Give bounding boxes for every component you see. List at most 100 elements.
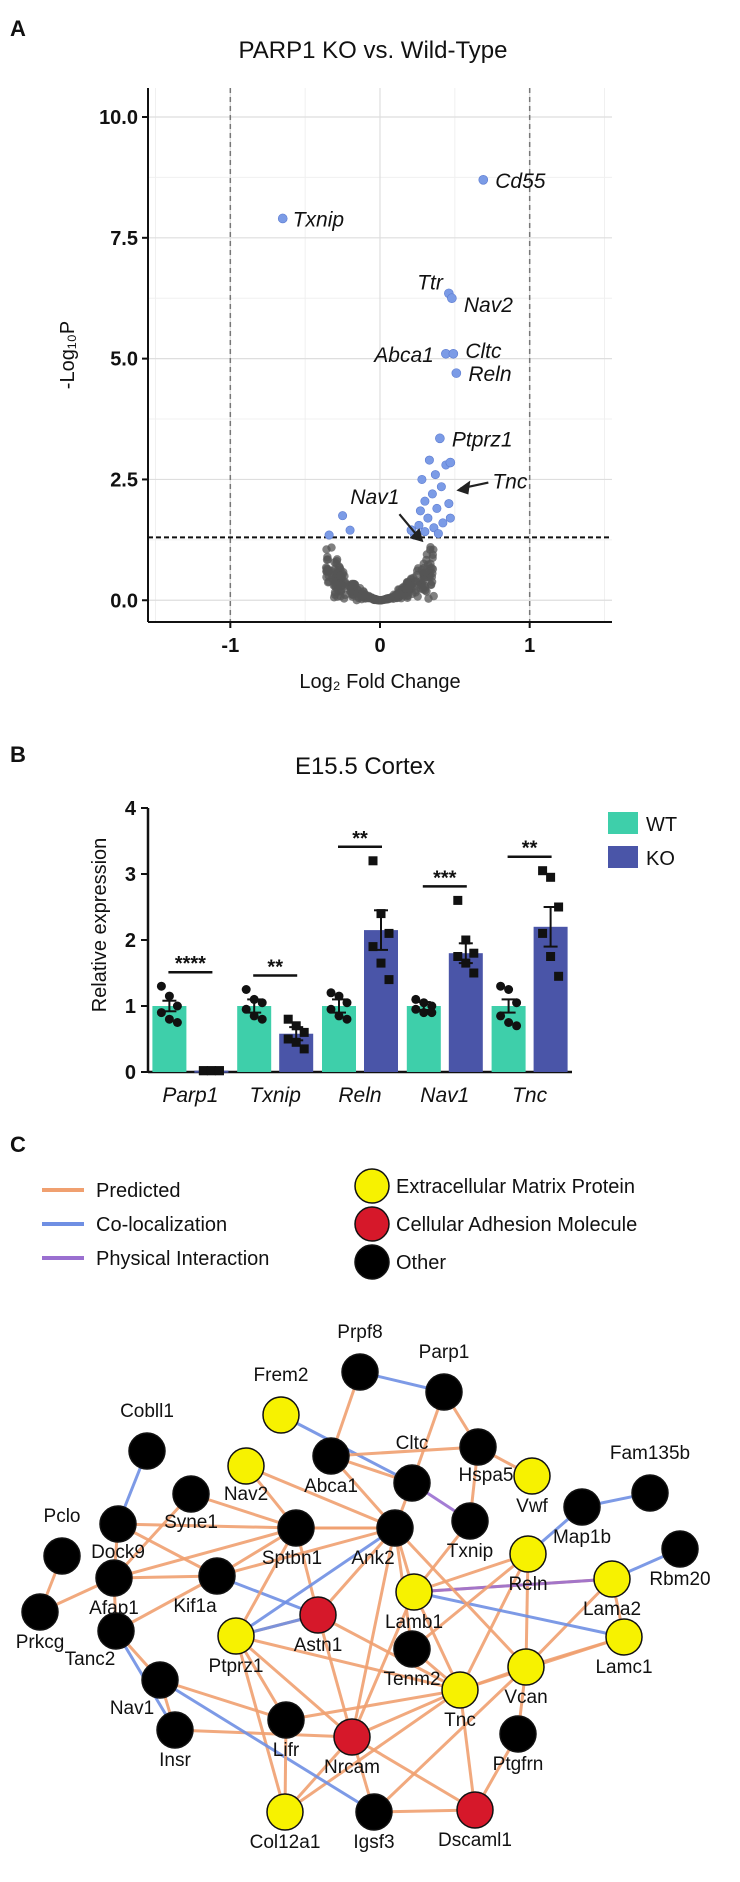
ko-data-point (453, 952, 463, 961)
node-lama2 (593, 1560, 631, 1598)
edge-predicted (393, 1526, 528, 1669)
node-tanc2 (97, 1612, 135, 1650)
edge-predicted (234, 1527, 298, 1637)
significance-stars: *** (433, 867, 457, 889)
wt-data-point (164, 1014, 174, 1024)
ko-data-point (461, 935, 471, 945)
legend-swatch-wt (608, 812, 638, 834)
edge-predicted (458, 1553, 530, 1691)
significant-point (423, 513, 433, 523)
wt-data-point (496, 1011, 506, 1021)
significant-point (427, 489, 437, 499)
bar-ko-tnc (533, 926, 568, 1072)
node-label-lamb1: Lamb1 (385, 1612, 443, 1633)
ko-data-point (538, 928, 548, 938)
edge-predicted (330, 1445, 479, 1458)
wt-data-point (257, 998, 267, 1008)
node-label-txnip: Txnip (447, 1541, 493, 1562)
node-lamc1 (605, 1618, 643, 1656)
wt-data-point (249, 994, 259, 1004)
volcano-grid (148, 88, 612, 622)
edge-predicted (524, 1553, 530, 1668)
node-label-tenm2: Tenm2 (383, 1669, 440, 1690)
wt-data-point (326, 1004, 336, 1014)
panel-label-a: A (10, 16, 26, 41)
node-lamb1 (395, 1573, 433, 1611)
panel-label-c: C (10, 1132, 26, 1157)
edge-predicted (113, 1526, 297, 1580)
edge-predicted (350, 1527, 397, 1738)
wt-data-point (419, 998, 429, 1008)
wt-data-point (512, 998, 522, 1008)
edge-predicted (351, 1735, 476, 1812)
ko-data-point (469, 968, 479, 978)
ko-data-point (283, 1014, 293, 1024)
wt-data-point (512, 1021, 522, 1031)
significant-point-nav2 (447, 293, 457, 304)
wt-data-point (504, 985, 514, 994)
significance-stars: **** (175, 953, 206, 975)
nonsignificant-point (393, 590, 402, 600)
edge-predicted (316, 1527, 397, 1616)
node-prpf8 (341, 1353, 379, 1391)
node-label-ptprz1: Ptprz1 (209, 1656, 264, 1677)
node-label-rbm20: Rbm20 (649, 1569, 710, 1590)
significant-point (433, 529, 443, 539)
ko-data-point (538, 866, 548, 876)
point-label-ttr: Ttr (417, 271, 444, 294)
nonsignificant-point (326, 566, 336, 576)
nonsignificant-point (337, 581, 346, 590)
wt-data-point (156, 1008, 166, 1018)
ko-data-point (368, 856, 378, 866)
node-pclo (43, 1537, 81, 1575)
wt-data-point (164, 991, 174, 1001)
volcano-title: PARP1 KO vs. Wild-Type (239, 37, 508, 64)
edge-predicted (413, 1552, 529, 1594)
legend-swatch-ko (608, 846, 638, 868)
node-tnc (441, 1671, 479, 1709)
node-label-frem2: Frem2 (254, 1365, 309, 1386)
node-label-lamc1: Lamc1 (595, 1657, 652, 1678)
node-label-vcan: Vcan (504, 1687, 547, 1708)
nonsignificant-point (361, 590, 370, 599)
wt-data-point (496, 981, 506, 991)
node-label-kif1a: Kif1a (173, 1596, 217, 1617)
nonsignificant-point (422, 550, 432, 559)
significant-point-cd55 (478, 175, 489, 185)
edge-predicted (216, 1526, 396, 1578)
node-label-vwf: Vwf (516, 1496, 548, 1517)
ko-data-point (283, 1034, 293, 1044)
node-nav1 (141, 1661, 179, 1699)
node-vwf (513, 1457, 551, 1495)
edge-predicted (245, 1464, 396, 1530)
point-label-tnc: Tnc (492, 471, 528, 494)
wt-data-point (427, 1001, 437, 1011)
edge-predicted (234, 1635, 287, 1813)
node-col12a1 (266, 1793, 304, 1831)
tnc-arrow-head (456, 480, 471, 495)
node-label-igsf3: Igsf3 (353, 1832, 394, 1853)
node-igsf3 (355, 1793, 393, 1831)
bar-chart-title: E15.5 Cortex (295, 753, 435, 780)
node-label-pclo: Pclo (44, 1506, 81, 1527)
node-nav2 (227, 1447, 265, 1485)
nonsignificant-point (403, 591, 412, 600)
node-label-lifr: Lifr (273, 1740, 300, 1761)
node-rbm20 (661, 1530, 699, 1568)
node-label-nav1: Nav1 (110, 1698, 154, 1719)
network-legend: Predicted Co-localization Physical Interac… (42, 1168, 637, 1280)
ko-data-point (461, 958, 471, 968)
volcano-axes: -1 0 10.02.55.07.510.0 (99, 88, 612, 657)
node-label-afap1: Afap1 (89, 1598, 139, 1619)
network-panel: C Predicted Co-localization Physical Inter… (10, 1132, 711, 1853)
edge-predicted (285, 1688, 461, 1722)
point-label-nav1: Nav1 (350, 486, 399, 509)
node-label-map1b: Map1b (553, 1527, 611, 1548)
nonsignificant-point (353, 592, 363, 601)
node-label-reln: Reln (508, 1574, 547, 1595)
edge-predicted (411, 1552, 529, 1651)
node-label-insr: Insr (159, 1750, 191, 1771)
nonsignificant-point (426, 580, 436, 590)
